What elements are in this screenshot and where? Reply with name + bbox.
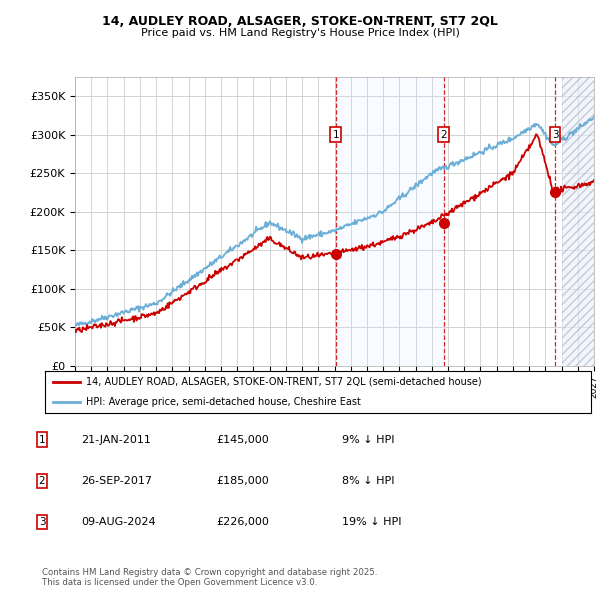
Text: 2: 2 xyxy=(38,476,46,486)
Text: HPI: Average price, semi-detached house, Cheshire East: HPI: Average price, semi-detached house,… xyxy=(86,396,361,407)
Text: Contains HM Land Registry data © Crown copyright and database right 2025.
This d: Contains HM Land Registry data © Crown c… xyxy=(42,568,377,587)
Text: 21-JAN-2011: 21-JAN-2011 xyxy=(81,435,151,444)
Text: 8% ↓ HPI: 8% ↓ HPI xyxy=(342,476,395,486)
Bar xyxy=(335,77,443,366)
Text: £185,000: £185,000 xyxy=(216,476,269,486)
Text: 1: 1 xyxy=(332,130,339,139)
Text: Price paid vs. HM Land Registry's House Price Index (HPI): Price paid vs. HM Land Registry's House … xyxy=(140,28,460,38)
Text: 2: 2 xyxy=(440,130,447,139)
Text: 9% ↓ HPI: 9% ↓ HPI xyxy=(342,435,395,444)
Text: £145,000: £145,000 xyxy=(216,435,269,444)
Text: 3: 3 xyxy=(552,130,559,139)
Text: 19% ↓ HPI: 19% ↓ HPI xyxy=(342,517,401,527)
Text: 26-SEP-2017: 26-SEP-2017 xyxy=(81,476,152,486)
Text: £226,000: £226,000 xyxy=(216,517,269,527)
Text: 3: 3 xyxy=(38,517,46,527)
Bar xyxy=(562,77,594,366)
Text: 09-AUG-2024: 09-AUG-2024 xyxy=(81,517,155,527)
Text: 14, AUDLEY ROAD, ALSAGER, STOKE-ON-TRENT, ST7 2QL: 14, AUDLEY ROAD, ALSAGER, STOKE-ON-TRENT… xyxy=(102,15,498,28)
Text: 14, AUDLEY ROAD, ALSAGER, STOKE-ON-TRENT, ST7 2QL (semi-detached house): 14, AUDLEY ROAD, ALSAGER, STOKE-ON-TRENT… xyxy=(86,377,482,387)
Text: 1: 1 xyxy=(38,435,46,444)
